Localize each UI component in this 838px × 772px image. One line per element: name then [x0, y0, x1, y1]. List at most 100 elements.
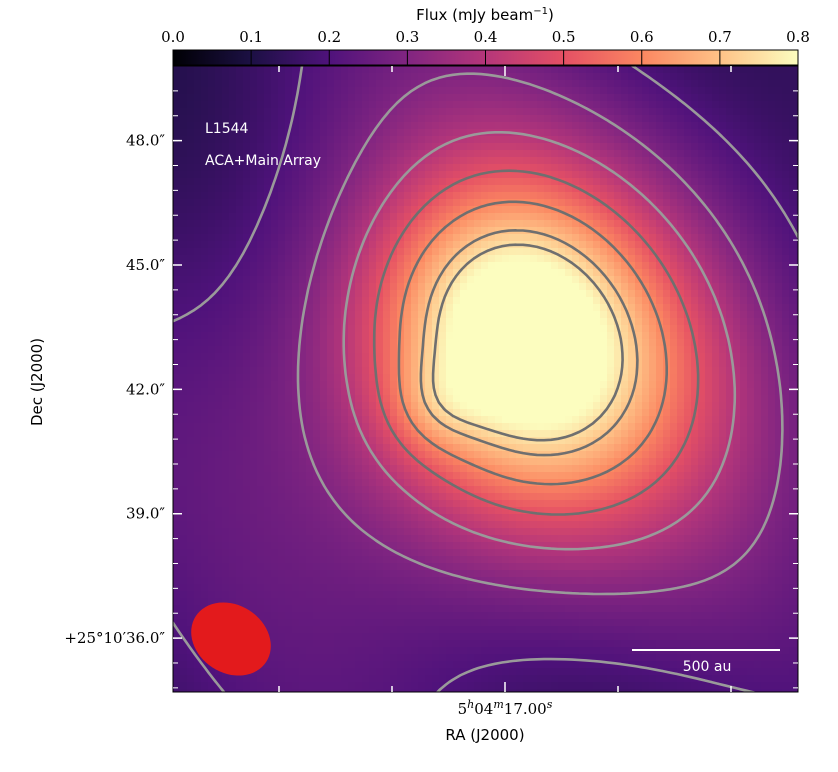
colorbar-label: Flux (mJy beam−1): [416, 6, 554, 24]
heatmap-cell: [355, 388, 363, 396]
heatmap-cell: [292, 304, 300, 312]
heatmap-cell: [201, 206, 209, 214]
heatmap-cell: [551, 367, 559, 375]
heatmap-cell: [453, 206, 461, 214]
heatmap-cell: [180, 94, 188, 102]
heatmap-cell: [642, 94, 650, 102]
heatmap-cell: [775, 66, 783, 74]
heatmap-cell: [187, 213, 195, 221]
heatmap-cell: [600, 311, 608, 319]
heatmap-cell: [488, 339, 496, 347]
heatmap-cell: [572, 360, 580, 368]
heatmap-cell: [201, 381, 209, 389]
heatmap-cell: [635, 178, 643, 186]
heatmap-cell: [327, 101, 335, 109]
heatmap-cell: [509, 416, 517, 424]
heatmap-cell: [740, 423, 748, 431]
heatmap-cell: [369, 423, 377, 431]
heatmap-cell: [208, 430, 216, 438]
heatmap-cell: [383, 423, 391, 431]
heatmap-cell: [425, 227, 433, 235]
heatmap-cell: [698, 164, 706, 172]
heatmap-cell: [537, 339, 545, 347]
heatmap-cell: [446, 388, 454, 396]
heatmap-cell: [691, 311, 699, 319]
heatmap-cell: [411, 325, 419, 333]
heatmap-cell: [460, 192, 468, 200]
heatmap-cell: [474, 388, 482, 396]
heatmap-cell: [551, 409, 559, 417]
heatmap-cell: [754, 374, 762, 382]
heatmap-cell: [341, 262, 349, 270]
heatmap-cell: [390, 192, 398, 200]
heatmap-cell: [425, 367, 433, 375]
heatmap-cell: [656, 381, 664, 389]
heatmap-cell: [740, 185, 748, 193]
heatmap-cell: [663, 164, 671, 172]
heatmap-cell: [656, 213, 664, 221]
heatmap-cell: [362, 73, 370, 81]
heatmap-cell: [481, 262, 489, 270]
heatmap-cell: [551, 185, 559, 193]
heatmap-cell: [383, 206, 391, 214]
heatmap-cell: [502, 402, 510, 410]
heatmap-cell: [565, 115, 573, 123]
heatmap-cell: [313, 311, 321, 319]
heatmap-cell: [495, 234, 503, 242]
heatmap-cell: [649, 360, 657, 368]
heatmap-cell: [754, 276, 762, 284]
heatmap-cell: [474, 297, 482, 305]
heatmap-cell: [775, 157, 783, 165]
heatmap-cell: [523, 164, 531, 172]
heatmap-cell: [635, 339, 643, 347]
heatmap-cell: [796, 80, 798, 88]
heatmap-cell: [712, 150, 720, 158]
heatmap-cell: [229, 388, 237, 396]
heatmap-cell: [691, 115, 699, 123]
heatmap-cell: [705, 157, 713, 165]
heatmap-cell: [327, 66, 335, 74]
heatmap-cell: [782, 234, 790, 242]
heatmap-cell: [397, 101, 405, 109]
heatmap-cell: [334, 332, 342, 340]
heatmap-cell: [187, 94, 195, 102]
heatmap-cell: [495, 164, 503, 172]
heatmap-cell: [621, 227, 629, 235]
heatmap-cell: [467, 388, 475, 396]
heatmap-cell: [488, 213, 496, 221]
heatmap-cell: [488, 395, 496, 403]
heatmap-cell: [467, 129, 475, 137]
heatmap-cell: [649, 73, 657, 81]
heatmap-cell: [747, 80, 755, 88]
heatmap-cell: [439, 248, 447, 256]
heatmap-cell: [551, 423, 559, 431]
heatmap-cell: [285, 150, 293, 158]
heatmap-cell: [425, 262, 433, 270]
heatmap-cell: [404, 416, 412, 424]
heatmap-cell: [698, 206, 706, 214]
heatmap-cell: [229, 164, 237, 172]
heatmap-cell: [642, 339, 650, 347]
heatmap-cell: [369, 402, 377, 410]
heatmap-cell: [740, 395, 748, 403]
heatmap-cell: [397, 136, 405, 144]
heatmap-cell: [327, 276, 335, 284]
heatmap-cell: [663, 66, 671, 74]
heatmap-cell: [593, 374, 601, 382]
heatmap-cell: [495, 325, 503, 333]
heatmap-cell: [201, 276, 209, 284]
heatmap-cell: [775, 108, 783, 116]
heatmap-cell: [187, 297, 195, 305]
heatmap-cell: [733, 108, 741, 116]
heatmap-cell: [201, 444, 209, 452]
heatmap-cell: [453, 262, 461, 270]
heatmap-cell: [341, 248, 349, 256]
heatmap-cell: [180, 395, 188, 403]
heatmap-cell: [236, 360, 244, 368]
heatmap-cell: [208, 108, 216, 116]
heatmap-cell: [474, 311, 482, 319]
heatmap-cell: [397, 304, 405, 312]
heatmap-cell: [579, 115, 587, 123]
heatmap-cell: [649, 220, 657, 228]
heatmap-cell: [292, 192, 300, 200]
